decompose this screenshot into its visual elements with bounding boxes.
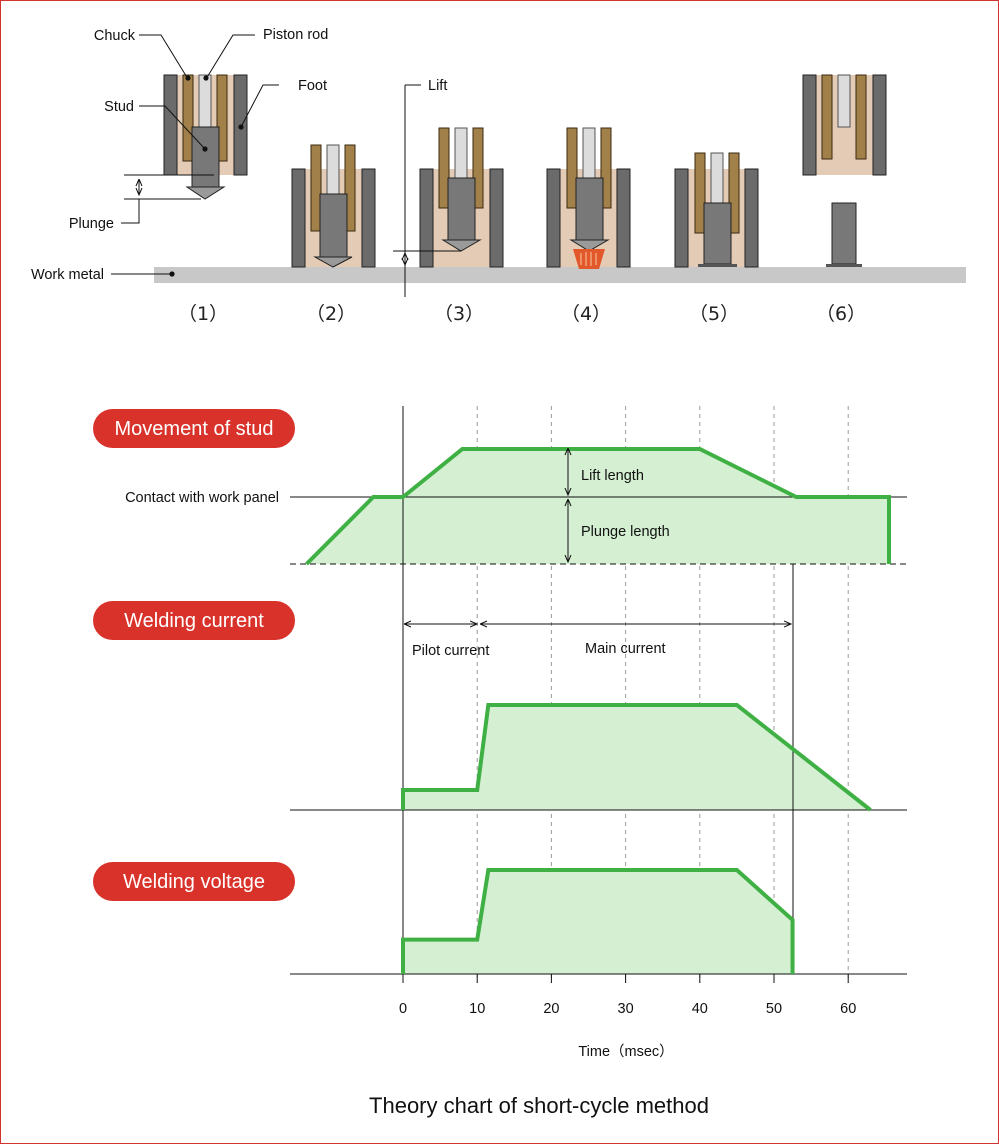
x-tick-label: 30 bbox=[618, 1001, 634, 1017]
x-tick-label: 40 bbox=[692, 1001, 708, 1017]
label-piston-rod: Piston rod bbox=[263, 27, 328, 43]
step-label-4: （4） bbox=[561, 303, 611, 325]
badge-movement: Movement of stud bbox=[93, 409, 295, 448]
x-tick-label: 60 bbox=[840, 1001, 856, 1017]
chart-caption: Theory chart of short-cycle method bbox=[369, 1093, 709, 1118]
current-area bbox=[403, 705, 871, 810]
label-stud: Stud bbox=[104, 99, 134, 115]
contact-label: Contact with work panel bbox=[125, 490, 279, 506]
gun-step-2 bbox=[291, 144, 376, 268]
gun-step-3 bbox=[419, 127, 504, 268]
label-chuck: Chuck bbox=[94, 28, 136, 44]
label-lift: Lift bbox=[428, 78, 447, 94]
voltage-area bbox=[403, 870, 793, 974]
step-label-1: （1） bbox=[178, 303, 228, 325]
badge-voltage-label: Welding voltage bbox=[123, 871, 265, 893]
work-metal-bar bbox=[154, 267, 966, 283]
x-axis-title: Time（msec） bbox=[578, 1043, 673, 1060]
badge-voltage: Welding voltage bbox=[93, 862, 295, 901]
x-tick-label: 10 bbox=[469, 1001, 485, 1017]
label-foot: Foot bbox=[298, 78, 327, 94]
x-axis-ticks: 0 10 20 30 40 50 60 bbox=[399, 974, 856, 1017]
gun-step-1 bbox=[163, 74, 248, 200]
x-tick-label: 50 bbox=[766, 1001, 782, 1017]
process-illustration: Chuck Piston rod Foot Stud Lift Plunge W… bbox=[31, 27, 966, 325]
theory-chart: 0 10 20 30 40 50 60 Lift length Plunge length … bbox=[93, 406, 907, 1118]
movement-line bbox=[305, 447, 892, 566]
voltage-line bbox=[401, 868, 795, 974]
step-label-3: （3） bbox=[434, 303, 484, 325]
step-label-5: （5） bbox=[689, 303, 739, 325]
x-tick-label: 0 bbox=[399, 1001, 407, 1017]
step-label-6: （6） bbox=[816, 303, 866, 325]
badge-current-label: Welding current bbox=[124, 610, 264, 632]
badge-movement-label: Movement of stud bbox=[115, 418, 274, 440]
current-line bbox=[401, 703, 872, 812]
lift-length-label: Lift length bbox=[581, 468, 644, 484]
label-plunge: Plunge bbox=[69, 216, 114, 232]
leader-dots bbox=[169, 75, 244, 277]
label-work-metal: Work metal bbox=[31, 267, 104, 283]
plunge-length-label: Plunge length bbox=[581, 524, 670, 540]
step-label-2: （2） bbox=[306, 303, 356, 325]
pilot-current-label: Pilot current bbox=[412, 643, 489, 659]
gun-step-4 bbox=[546, 127, 631, 269]
gun-step-5 bbox=[674, 152, 759, 268]
x-tick-label: 20 bbox=[543, 1001, 559, 1017]
gun-step-6 bbox=[802, 74, 887, 267]
leader-lines bbox=[111, 34, 461, 297]
badge-current: Welding current bbox=[93, 601, 295, 640]
main-current-label: Main current bbox=[585, 641, 666, 657]
movement-area bbox=[306, 449, 890, 564]
